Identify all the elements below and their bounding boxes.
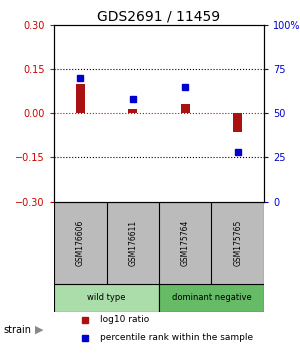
Text: GSM176611: GSM176611 (128, 219, 137, 266)
Bar (181, 104, 190, 113)
Text: GSM176606: GSM176606 (76, 219, 85, 266)
Bar (233, 113, 242, 132)
Bar (128, 109, 137, 113)
Text: dominant negative: dominant negative (172, 293, 251, 302)
Text: wild type: wild type (87, 293, 126, 302)
Text: strain: strain (3, 325, 31, 335)
FancyBboxPatch shape (159, 284, 264, 312)
FancyBboxPatch shape (54, 202, 264, 284)
Text: log10 ratio: log10 ratio (100, 315, 149, 324)
Bar (76, 84, 85, 113)
Text: ▶: ▶ (34, 325, 43, 335)
Title: GDS2691 / 11459: GDS2691 / 11459 (98, 10, 220, 24)
Text: GSM175765: GSM175765 (233, 219, 242, 266)
FancyBboxPatch shape (54, 284, 159, 312)
Text: GSM175764: GSM175764 (181, 219, 190, 266)
Text: percentile rank within the sample: percentile rank within the sample (100, 333, 253, 342)
